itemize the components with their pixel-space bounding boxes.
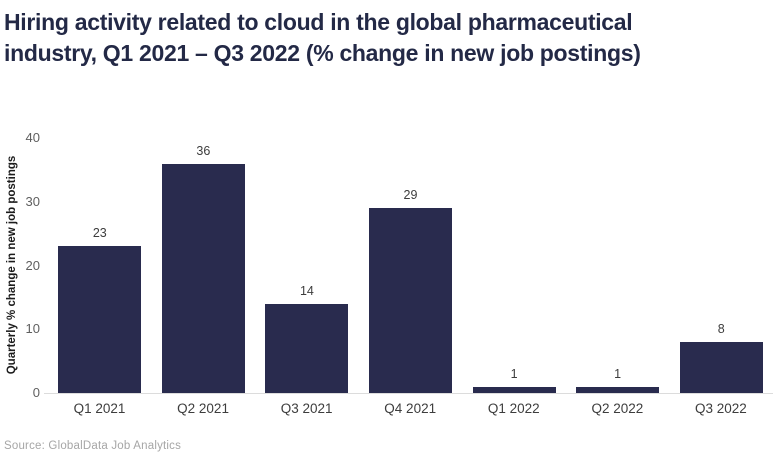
x-axis-baseline (44, 393, 773, 394)
source-note: Source: GlobalData Job Analytics (4, 440, 182, 452)
bar-q1-2022 (472, 386, 556, 393)
y-tick-label: 10 (25, 321, 40, 337)
plot-area: 23 Q1 2021 36 Q2 2021 14 Q3 2021 29 Q4 2021 1 Q1 … (48, 138, 773, 416)
bar-q2-2022 (576, 386, 660, 393)
bar-value-label: 36 (196, 143, 211, 158)
bar-q2-2021 (161, 163, 245, 393)
x-tick-label: Q3 2021 (280, 401, 333, 416)
x-tick-label: Q1 2021 (73, 401, 126, 416)
bar-q4-2021 (369, 208, 452, 393)
y-tick-label: 0 (32, 385, 40, 400)
bar-value-label: 1 (614, 366, 622, 381)
bar-value-label: 8 (717, 322, 725, 336)
bar-value-label: 14 (299, 283, 314, 298)
bar-q3-2022 (679, 342, 763, 393)
x-tick-label: Q2 2022 (591, 401, 644, 416)
x-tick-label: Q2 2021 (177, 401, 229, 416)
y-tick-label: 20 (25, 257, 40, 273)
x-tick-label: Q4 2021 (384, 401, 437, 416)
x-tick-label: Q3 2022 (695, 401, 747, 416)
bar-value-label: 29 (403, 188, 418, 203)
chart-title: Hiring activity related to cloud in the … (4, 9, 641, 66)
bar-q3-2021 (265, 303, 349, 393)
bar-q1-2021 (58, 246, 142, 393)
x-tick-label: Q1 2022 (487, 401, 540, 416)
bar-value-label: 23 (92, 226, 107, 241)
bar-value-label: 1 (510, 366, 518, 381)
y-tick-label: 30 (25, 193, 40, 209)
y-tick-label: 40 (25, 130, 40, 145)
